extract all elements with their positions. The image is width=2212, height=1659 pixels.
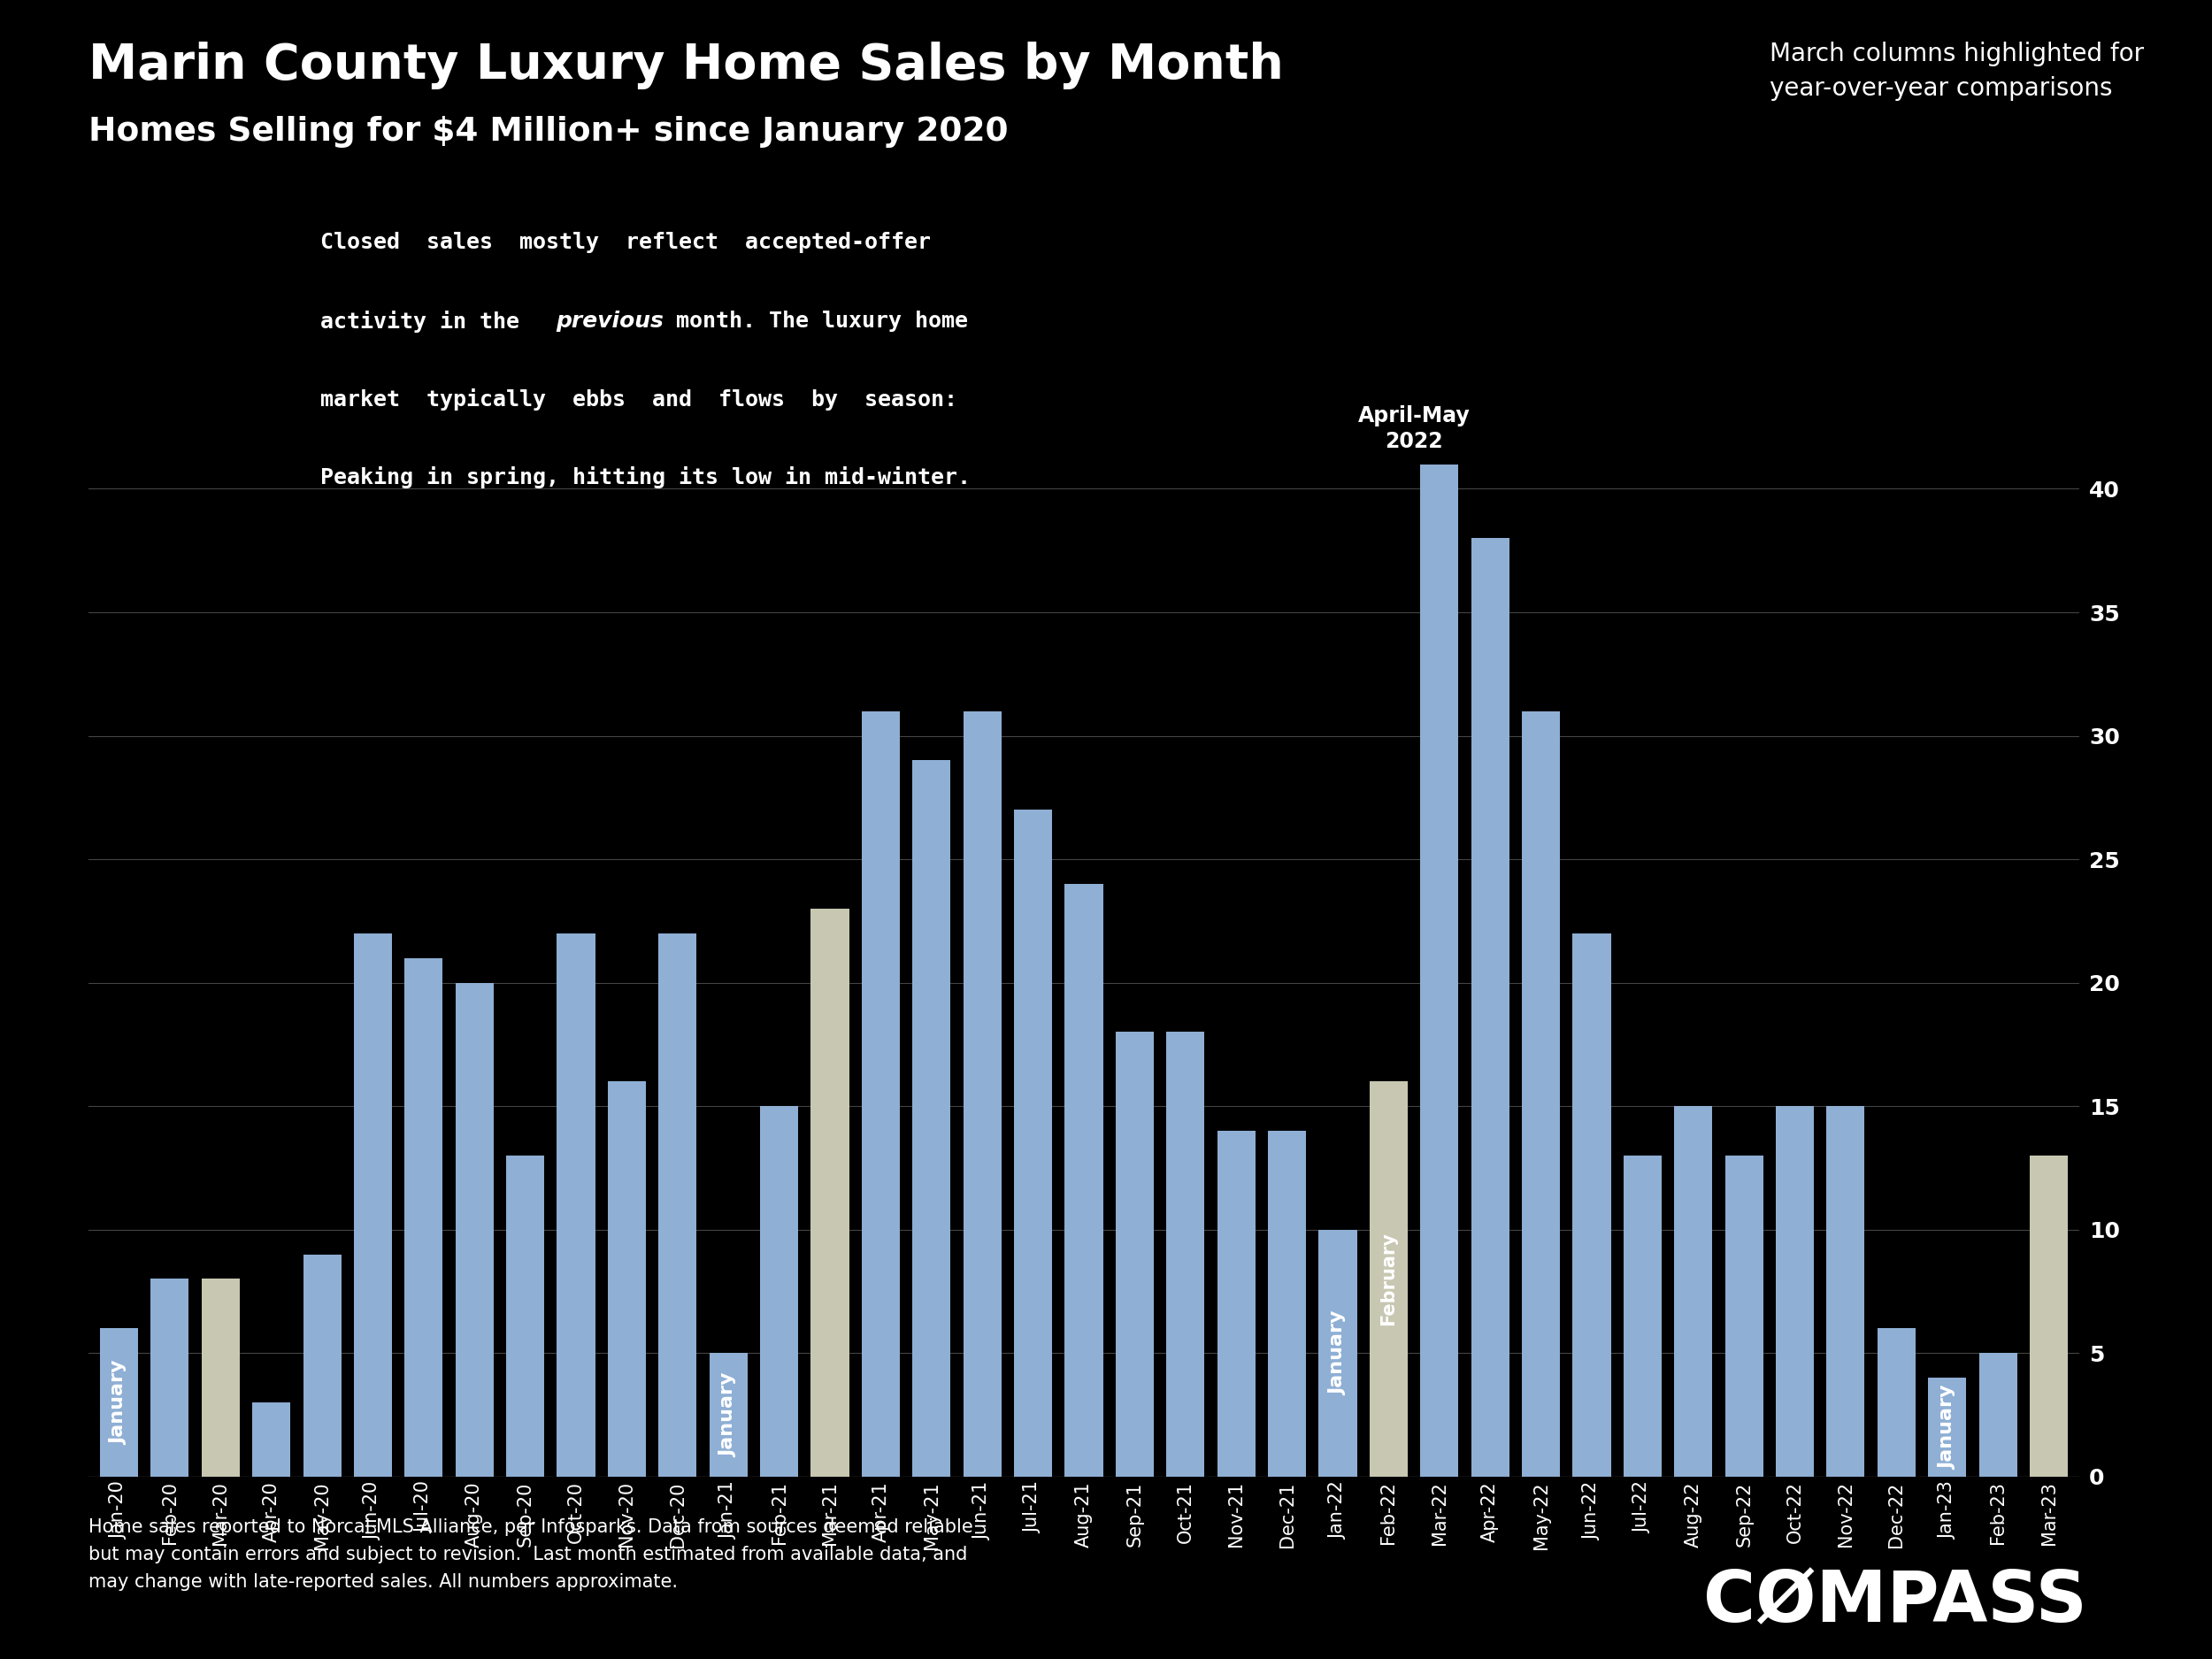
Bar	[1166, 1032, 1206, 1477]
Bar	[863, 712, 900, 1477]
Bar	[710, 1354, 748, 1477]
Text: March columns highlighted for
year-over-year comparisons: March columns highlighted for year-over-…	[1770, 41, 2143, 101]
Bar	[100, 1329, 137, 1477]
Bar	[150, 1279, 188, 1477]
Bar	[2031, 1156, 2068, 1477]
Bar	[608, 1082, 646, 1477]
Bar	[1267, 1131, 1305, 1477]
Bar	[456, 982, 493, 1477]
Text: Homes Selling for $4 Million+ since January 2020: Homes Selling for $4 Million+ since Janu…	[88, 116, 1009, 148]
Bar	[1725, 1156, 1763, 1477]
Bar	[303, 1254, 341, 1477]
Bar	[914, 760, 951, 1477]
Bar	[962, 712, 1002, 1477]
Text: January: January	[719, 1372, 737, 1457]
Text: February: February	[1380, 1233, 1398, 1326]
Bar	[405, 957, 442, 1477]
Bar	[812, 909, 849, 1477]
Bar	[1115, 1032, 1155, 1477]
Bar	[1217, 1131, 1254, 1477]
Bar	[1318, 1229, 1356, 1477]
Bar	[252, 1402, 290, 1477]
Text: January: January	[111, 1360, 128, 1445]
Text: market  typically  ebbs  and  flows  by  season:: market typically ebbs and flows by seaso…	[321, 388, 958, 410]
Bar	[1624, 1156, 1661, 1477]
Bar	[1064, 884, 1104, 1477]
Bar	[1013, 810, 1053, 1477]
Bar	[507, 1156, 544, 1477]
Text: Closed  sales  mostly  reflect  accepted-offer: Closed sales mostly reflect accepted-off…	[321, 232, 931, 254]
Bar	[1980, 1354, 2017, 1477]
Text: Marin County Luxury Home Sales by Month: Marin County Luxury Home Sales by Month	[88, 41, 1283, 90]
Text: January: January	[1329, 1311, 1347, 1395]
Bar	[1674, 1107, 1712, 1477]
Text: previous: previous	[557, 310, 664, 332]
Text: Home sales reported to Norcal MLS Alliance, per Infosparks. Data from sources de: Home sales reported to Norcal MLS Allian…	[88, 1518, 973, 1591]
Bar	[659, 934, 697, 1477]
Bar	[557, 934, 595, 1477]
Text: CØMPASS: CØMPASS	[1703, 1568, 2088, 1637]
Text: April-May
2022: April-May 2022	[1358, 405, 1471, 451]
Text: month. The luxury home: month. The luxury home	[664, 310, 969, 332]
Text: Peaking in spring, hitting its low in mid-winter.: Peaking in spring, hitting its low in mi…	[321, 466, 971, 488]
Text: January: January	[1938, 1385, 1955, 1470]
Bar	[1522, 712, 1559, 1477]
Bar	[1471, 538, 1509, 1477]
Bar	[1827, 1107, 1865, 1477]
Bar	[1420, 465, 1458, 1477]
Bar	[761, 1107, 799, 1477]
Bar	[1776, 1107, 1814, 1477]
Bar	[1369, 1082, 1407, 1477]
Bar	[1878, 1329, 1916, 1477]
Bar	[1573, 934, 1610, 1477]
Bar	[354, 934, 392, 1477]
Bar	[1929, 1377, 1966, 1477]
Bar	[201, 1279, 239, 1477]
Text: activity in the: activity in the	[321, 310, 533, 332]
